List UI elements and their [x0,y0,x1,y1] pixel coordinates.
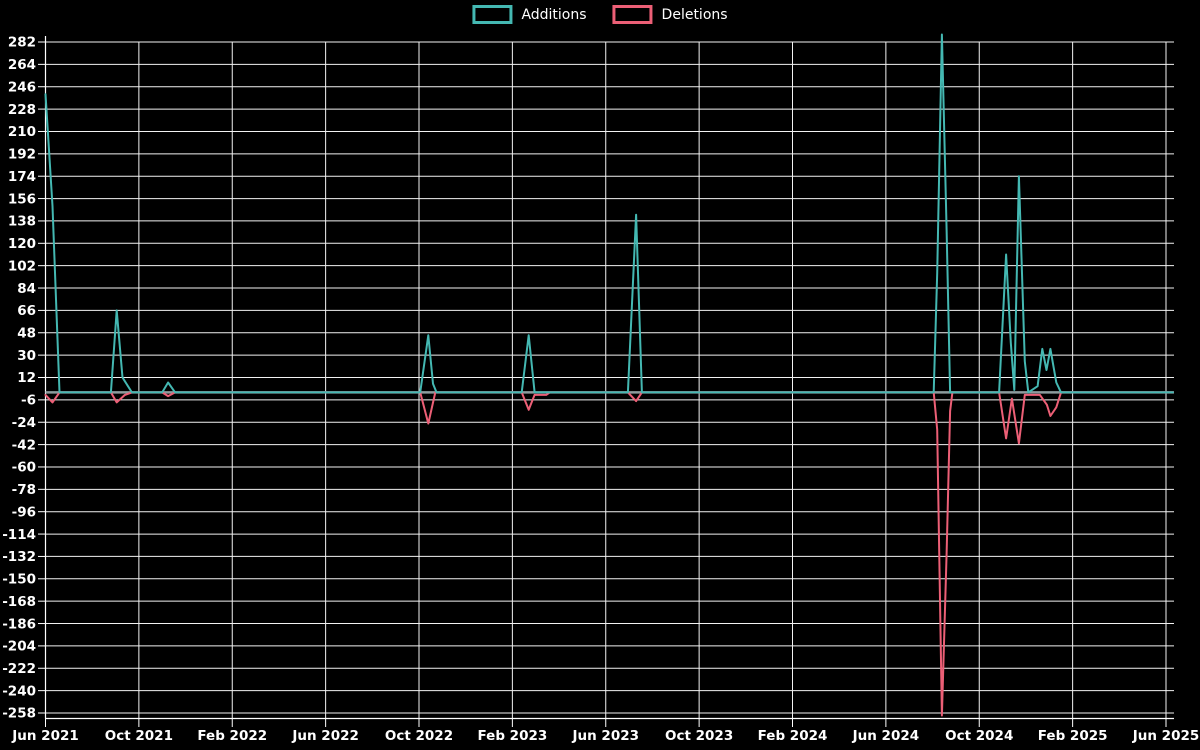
y-tick-label: -186 [2,616,36,632]
y-tick-label: -42 [12,437,36,453]
y-tick-label: -132 [2,549,36,565]
y-tick-label: 174 [8,169,36,185]
y-tick-label: 210 [8,124,36,140]
x-tick-label: Oct 2024 [945,728,1013,744]
x-tick-label: Oct 2023 [665,728,733,744]
y-tick-label: 228 [8,102,36,118]
y-tick-label: 120 [8,236,36,252]
deletions-swatch [612,5,653,24]
y-tick-label: -96 [12,504,36,520]
x-tick-label: Jun 2025 [1132,728,1200,744]
additions-swatch [472,5,513,24]
y-tick-label: 102 [8,258,36,274]
y-tick-label: -6 [21,393,36,409]
x-tick-label: Feb 2023 [477,728,547,744]
y-tick-label: -150 [2,572,36,588]
y-tick-label: -204 [2,639,36,655]
x-tick-label: Feb 2025 [1038,728,1108,744]
y-tick-label: 48 [17,325,36,341]
chart-legend: Additions Deletions [472,5,728,24]
x-tick-label: Oct 2022 [385,728,453,744]
y-tick-label: 84 [17,281,36,297]
legend-label-additions: Additions [521,6,587,23]
y-tick-label: -168 [2,594,36,610]
y-tick-label: -60 [12,460,36,476]
legend-label-deletions: Deletions [661,6,728,23]
y-tick-label: -258 [2,706,36,722]
y-tick-label: 30 [17,348,36,364]
x-tick-label: Feb 2022 [197,728,267,744]
y-tick-label: -78 [12,482,36,498]
y-tick-label: 138 [8,214,36,230]
y-tick-label: 66 [17,303,36,319]
x-tick-label: Jun 2023 [571,728,639,744]
additions-line [44,33,1174,394]
x-tick-label: Jun 2021 [11,728,79,744]
x-tick-label: Feb 2024 [758,728,828,744]
x-tick-label: Oct 2021 [105,728,173,744]
x-tick-label: Jun 2024 [852,728,920,744]
x-tick-label: Jun 2022 [291,728,359,744]
legend-item-additions[interactable]: Additions [472,5,587,24]
y-tick-label: 192 [8,147,36,163]
y-tick-label: 264 [8,57,36,73]
legend-item-deletions[interactable]: Deletions [612,5,728,24]
y-tick-label: -240 [2,683,36,699]
y-tick-label: -222 [2,661,36,677]
y-tick-label: 12 [17,370,36,386]
y-tick-label: -24 [12,415,36,431]
y-tick-label: 282 [8,35,36,51]
y-tick-label: 156 [8,191,36,207]
y-tick-label: 246 [8,79,36,95]
y-tick-label: -114 [2,527,36,543]
deletions-line [44,391,1174,717]
